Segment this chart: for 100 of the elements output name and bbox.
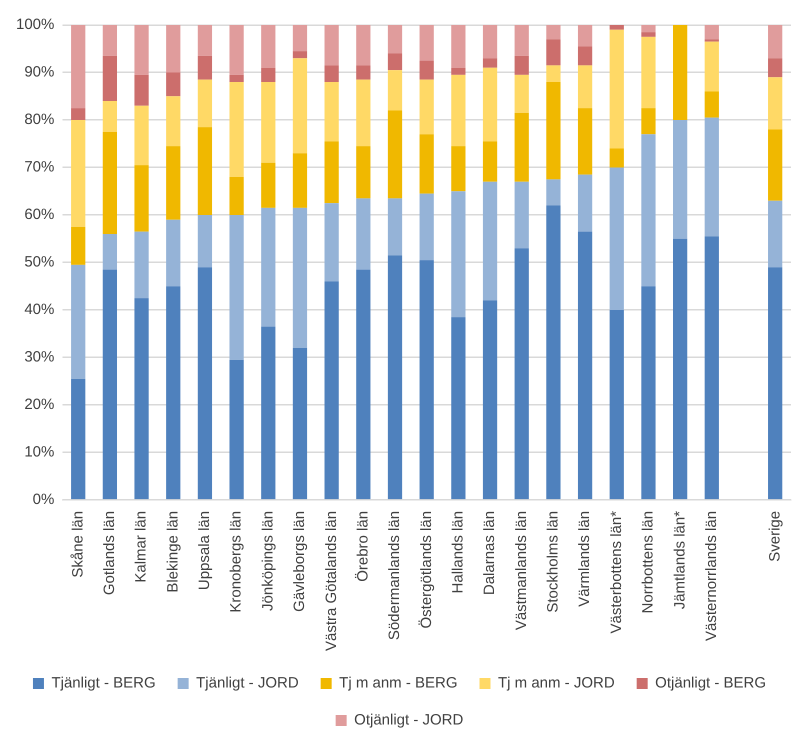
bar bbox=[768, 58, 782, 78]
bar bbox=[388, 25, 402, 54]
legend-label: Tjänligt - JORD bbox=[196, 674, 299, 692]
bar bbox=[261, 208, 276, 327]
x-tick-label: Stockholms län bbox=[544, 510, 562, 613]
bar bbox=[229, 25, 244, 75]
y-tick-label: 30% bbox=[24, 348, 54, 366]
bar bbox=[482, 25, 498, 58]
x-tick-label: Hallands län bbox=[450, 510, 467, 594]
bar bbox=[610, 310, 624, 500]
bar bbox=[610, 25, 624, 30]
y-tick-label: 50% bbox=[24, 254, 54, 271]
bar bbox=[356, 146, 370, 198]
bar bbox=[578, 232, 592, 500]
bar bbox=[672, 238, 688, 500]
bar bbox=[672, 120, 688, 239]
bar bbox=[578, 108, 592, 175]
x-tick-label: Kronobergs län bbox=[228, 510, 245, 613]
x-tick-label: Östergötlands län bbox=[418, 510, 435, 628]
bar bbox=[704, 25, 719, 40]
bar bbox=[292, 51, 308, 58]
bar bbox=[546, 205, 561, 500]
bar bbox=[198, 267, 212, 500]
bar bbox=[482, 141, 498, 182]
bar bbox=[71, 264, 86, 379]
y-tick-label: 80% bbox=[24, 111, 54, 128]
bar bbox=[482, 300, 498, 500]
x-tick-label: Västmanlands län bbox=[512, 510, 530, 630]
x-tick-label: Uppsala län bbox=[196, 510, 214, 590]
bar bbox=[482, 182, 498, 300]
x-tick-label: Västra Götalands län bbox=[322, 510, 340, 652]
bar bbox=[102, 56, 118, 101]
y-tick-label: 90% bbox=[24, 64, 54, 81]
bar bbox=[578, 174, 592, 232]
bar bbox=[71, 25, 86, 108]
bar bbox=[324, 82, 339, 142]
bar bbox=[166, 72, 180, 96]
y-tick-label: 60% bbox=[24, 206, 54, 224]
bar bbox=[578, 65, 592, 108]
bar bbox=[324, 281, 339, 500]
bar bbox=[388, 53, 402, 70]
bar bbox=[451, 74, 466, 146]
bar bbox=[482, 58, 498, 68]
bar bbox=[704, 118, 719, 236]
bar bbox=[451, 146, 466, 192]
bar bbox=[420, 80, 434, 134]
x-tick-label: Jämtlands län* bbox=[671, 510, 688, 610]
bar bbox=[578, 46, 592, 66]
bar bbox=[292, 348, 308, 500]
bar bbox=[451, 317, 466, 500]
y-tick-label: 40% bbox=[24, 301, 54, 318]
bar bbox=[641, 36, 656, 108]
legend-label: Otjänligt - BERG bbox=[655, 674, 766, 692]
bar bbox=[641, 286, 656, 500]
bar bbox=[292, 208, 308, 348]
bar bbox=[420, 60, 434, 80]
bar bbox=[324, 141, 339, 204]
bar bbox=[198, 214, 212, 268]
x-tick-label: Blekinge län bbox=[164, 510, 182, 593]
bar bbox=[134, 106, 149, 166]
bar bbox=[420, 134, 434, 194]
bar bbox=[514, 248, 529, 500]
bar bbox=[261, 162, 276, 208]
bar bbox=[388, 255, 402, 500]
x-tick-label: Gotlands län bbox=[101, 510, 118, 596]
bar bbox=[229, 82, 244, 177]
bar bbox=[641, 32, 656, 37]
bar bbox=[198, 80, 212, 128]
bar bbox=[514, 112, 529, 182]
bar bbox=[451, 25, 466, 68]
bar bbox=[71, 120, 86, 227]
legend-label: Otjänligt - JORD bbox=[354, 712, 464, 729]
bar bbox=[546, 25, 561, 40]
y-tick-label: 20% bbox=[24, 396, 54, 414]
bar bbox=[134, 74, 149, 106]
bar bbox=[356, 198, 370, 270]
bar bbox=[704, 91, 719, 118]
bar bbox=[102, 100, 118, 132]
bar bbox=[546, 39, 561, 66]
bar bbox=[71, 226, 86, 265]
y-tick-label: 100% bbox=[16, 16, 54, 34]
bar bbox=[388, 70, 402, 110]
bar bbox=[451, 191, 466, 318]
x-tick-label: Örebro län bbox=[354, 510, 372, 582]
bar bbox=[134, 232, 149, 298]
bar bbox=[514, 74, 529, 113]
bar bbox=[610, 167, 624, 310]
bar bbox=[166, 96, 180, 146]
bar bbox=[102, 25, 118, 56]
bar bbox=[610, 30, 624, 148]
bar bbox=[198, 127, 212, 215]
bar bbox=[292, 153, 308, 208]
bar bbox=[71, 108, 86, 120]
bar bbox=[166, 286, 180, 500]
bar bbox=[641, 134, 656, 286]
y-tick-label: 70% bbox=[24, 158, 54, 176]
legend-label: Tjänligt - BERG bbox=[51, 674, 156, 692]
bar bbox=[261, 25, 276, 68]
bar bbox=[356, 270, 370, 500]
bar bbox=[166, 25, 180, 72]
